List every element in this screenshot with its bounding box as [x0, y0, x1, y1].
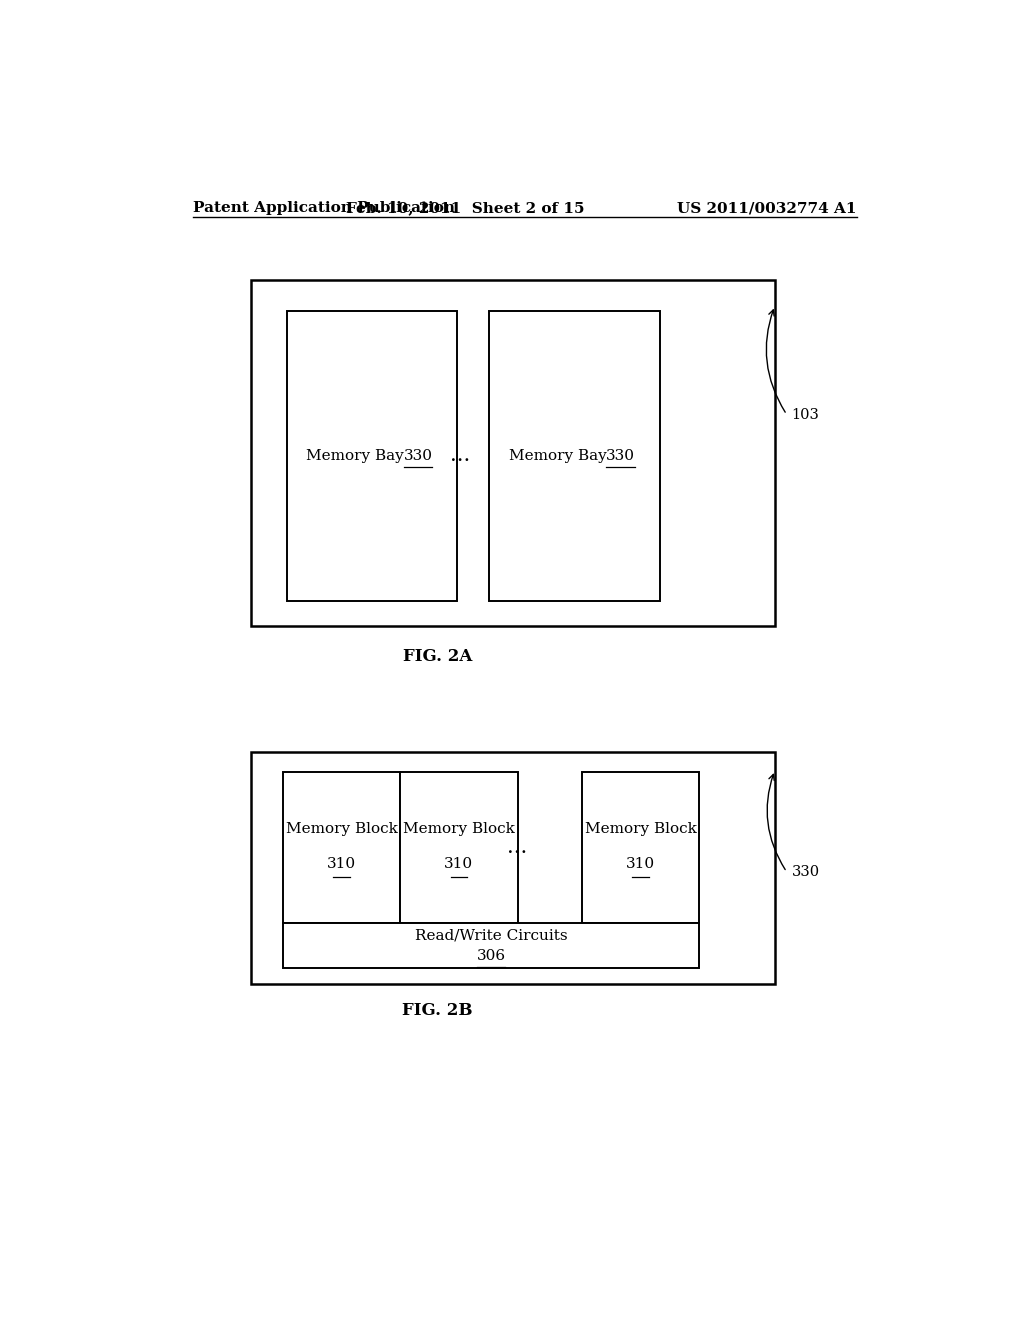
Text: ...: ...: [450, 446, 470, 465]
Bar: [582, 772, 699, 923]
Text: Memory Bay: Memory Bay: [306, 449, 409, 463]
Text: 330: 330: [403, 449, 432, 463]
Text: Read/Write Circuits: Read/Write Circuits: [415, 928, 567, 942]
Bar: [287, 312, 458, 601]
Text: Memory Block: Memory Block: [286, 822, 397, 837]
Text: FIG. 2A: FIG. 2A: [402, 648, 472, 665]
Text: 310: 310: [327, 857, 356, 871]
Bar: [283, 923, 699, 969]
Text: 310: 310: [444, 857, 473, 871]
Bar: [251, 280, 775, 626]
Text: ...: ...: [507, 838, 527, 857]
Bar: [489, 312, 659, 601]
Text: 103: 103: [792, 408, 819, 421]
Text: US 2011/0032774 A1: US 2011/0032774 A1: [677, 201, 856, 215]
Text: Memory Bay: Memory Bay: [509, 449, 611, 463]
Text: 306: 306: [476, 949, 506, 962]
Text: 330: 330: [606, 449, 635, 463]
Text: Memory Block: Memory Block: [585, 822, 696, 837]
Text: 330: 330: [792, 865, 819, 879]
Bar: [283, 772, 400, 923]
Text: Memory Block: Memory Block: [403, 822, 515, 837]
Bar: [251, 752, 775, 983]
Bar: [400, 772, 518, 923]
Text: FIG. 2B: FIG. 2B: [402, 1002, 473, 1019]
Text: Patent Application Publication: Patent Application Publication: [194, 201, 455, 215]
Text: Feb. 10, 2011  Sheet 2 of 15: Feb. 10, 2011 Sheet 2 of 15: [346, 201, 585, 215]
Text: 310: 310: [626, 857, 655, 871]
